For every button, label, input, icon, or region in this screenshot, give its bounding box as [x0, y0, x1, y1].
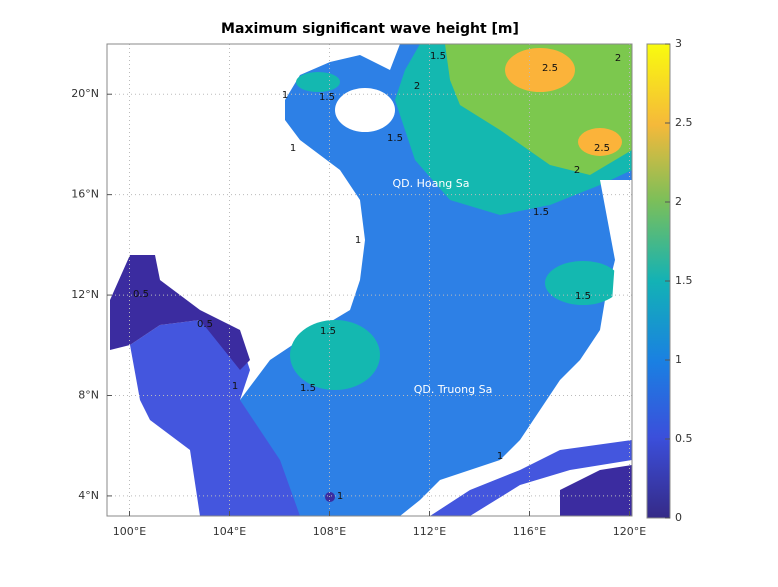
x-tick-label: 116°E: [513, 525, 546, 538]
colorbar-tick-label: 3: [675, 37, 682, 50]
contour-label: 1.5: [430, 51, 446, 62]
contour-label: 1: [497, 451, 503, 462]
contour-label: 1: [337, 491, 343, 502]
colorbar-tick-label: 1.5: [675, 274, 693, 287]
contour-label: 2.5: [594, 143, 610, 154]
colorbar-tick-label: 1: [675, 353, 682, 366]
place-label: QD. Hoang Sa: [392, 177, 469, 190]
map-field: [107, 44, 632, 516]
contour-label: 2: [615, 53, 621, 64]
y-tick-label: 8°N: [78, 388, 99, 401]
contour-label: 1.5: [533, 207, 549, 218]
contour-labels: 1.5 1 1.5 2 1.5 2 2.5 2 2.5 1.5 1.5 1 0.…: [133, 51, 621, 502]
colorbar-tick-label: 2.5: [675, 116, 693, 129]
contour-label: 0.5: [133, 289, 149, 300]
colorbar-tick-label: 0.5: [675, 432, 693, 445]
contour-label: 1: [355, 235, 361, 246]
y-tick-label: 12°N: [71, 288, 99, 301]
contour-label: 1: [282, 90, 288, 101]
colorbar: 0 0.5 1 1.5 2 2.5 3: [646, 37, 693, 524]
y-tick-label: 16°N: [71, 188, 99, 201]
colorbar-tick-label: 2: [675, 195, 682, 208]
title: Maximum significant wave height [m]: [221, 21, 519, 37]
x-tick-label: 120°E: [613, 525, 646, 538]
contour-label: 1.5: [387, 133, 403, 144]
contour-label: 1: [290, 143, 296, 154]
contour-label: 1.5: [320, 326, 336, 337]
grid: [107, 44, 632, 516]
y-tick-label: 4°N: [78, 489, 99, 502]
contour-label: 1: [232, 381, 238, 392]
x-tick-label: 108°E: [313, 525, 346, 538]
y-tick-label: 20°N: [71, 87, 99, 100]
contour-label: 1.5: [575, 291, 591, 302]
axes-frame: [106, 43, 633, 517]
x-tick-label: 104°E: [213, 525, 246, 538]
contour-label: 2.5: [542, 63, 558, 74]
x-tick-label: 100°E: [113, 525, 146, 538]
x-tick-label: 112°E: [413, 525, 446, 538]
contour-label: 1.5: [300, 383, 316, 394]
colorbar-tick-label: 0: [675, 511, 682, 524]
contour-label: 2: [414, 81, 420, 92]
place-label: QD. Truong Sa: [414, 383, 493, 396]
contour-label: 1.5: [319, 92, 335, 103]
contour-label: 0.5: [197, 319, 213, 330]
contour-label: 2: [574, 165, 580, 176]
